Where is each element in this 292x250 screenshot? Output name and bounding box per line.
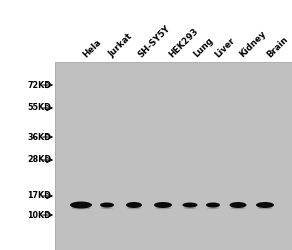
Ellipse shape <box>100 202 114 207</box>
Text: SH-SY5Y: SH-SY5Y <box>136 24 172 59</box>
Text: Lung: Lung <box>192 36 215 59</box>
Text: Jurkat: Jurkat <box>107 32 134 59</box>
Ellipse shape <box>127 207 141 209</box>
Ellipse shape <box>70 202 92 208</box>
Ellipse shape <box>207 207 219 209</box>
Ellipse shape <box>154 202 172 208</box>
Ellipse shape <box>256 202 274 208</box>
Text: 36KD: 36KD <box>27 132 51 141</box>
Text: 17KD: 17KD <box>27 192 51 200</box>
Ellipse shape <box>231 207 245 209</box>
Text: 10KD: 10KD <box>27 210 51 220</box>
Text: Brain: Brain <box>265 34 290 59</box>
Ellipse shape <box>126 202 142 208</box>
Ellipse shape <box>206 202 220 207</box>
Text: Kidney: Kidney <box>238 29 268 59</box>
Ellipse shape <box>230 202 246 208</box>
Text: 28KD: 28KD <box>27 156 51 164</box>
Text: Hela: Hela <box>81 37 103 59</box>
Ellipse shape <box>155 207 171 209</box>
Ellipse shape <box>182 202 197 207</box>
Ellipse shape <box>184 207 197 209</box>
Text: HEK293: HEK293 <box>167 26 200 59</box>
Ellipse shape <box>72 206 90 210</box>
Text: 55KD: 55KD <box>27 104 51 112</box>
Bar <box>55 62 292 250</box>
Ellipse shape <box>101 207 113 209</box>
Text: Liver: Liver <box>213 36 237 59</box>
Text: 72KD: 72KD <box>27 80 51 90</box>
Ellipse shape <box>257 207 273 209</box>
